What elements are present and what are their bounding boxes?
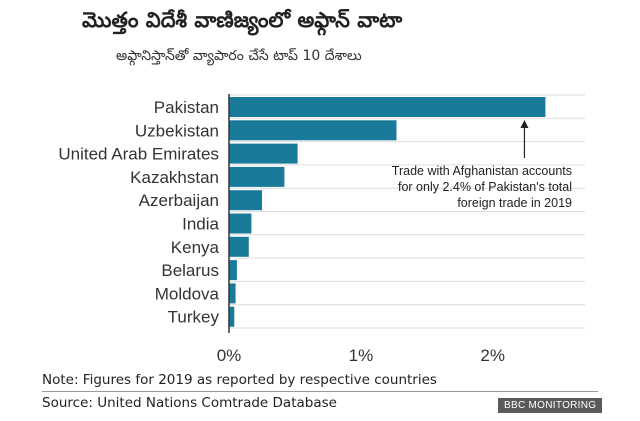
chart-subtitle: అఫ్గానిస్తాన్‌తో వ్యాపారం చేసే టాప్ 10 ద…: [116, 48, 362, 64]
bar-united-arab-emirates: [229, 143, 298, 164]
category-label: Moldova: [155, 284, 220, 303]
category-label: Turkey: [168, 308, 220, 327]
bar-kazakhstan: [229, 166, 285, 187]
bar-india: [229, 213, 252, 234]
chart-title: మొత్తం విదేశీ వాణిజ్యంలో అఫ్గాన్ వాటా: [82, 8, 403, 32]
bar-pakistan: [229, 97, 546, 117]
bbc-monitoring-badge: BBC MONITORING: [498, 398, 603, 413]
annotation-text-line: Trade with Afghanistan accounts: [392, 164, 572, 178]
divider: [42, 391, 598, 392]
bar-moldova: [229, 283, 236, 304]
category-label: India: [182, 215, 219, 234]
annotation-text-line: for only 2.4% of Pakistan's total: [398, 180, 572, 194]
source-line: Source: United Nations Comtrade Database: [42, 395, 337, 411]
x-tick-label: 2%: [480, 346, 505, 365]
x-tick-label: 1%: [349, 346, 374, 365]
annotation-arrow-head: [520, 120, 529, 128]
category-label: Pakistan: [154, 98, 219, 117]
category-label: Uzbekistan: [135, 121, 219, 140]
footnote: Note: Figures for 2019 as reported by re…: [42, 372, 437, 388]
category-label: United Arab Emirates: [58, 145, 219, 164]
x-tick-label: 0%: [217, 346, 242, 365]
bar-belarus: [229, 260, 237, 281]
bar-turkey: [229, 306, 235, 327]
bar-kenya: [229, 236, 249, 257]
annotation-text-line: foreign trade in 2019: [457, 196, 572, 210]
bar-azerbaijan: [229, 190, 262, 211]
category-label: Belarus: [161, 261, 219, 280]
category-label: Kazakhstan: [130, 168, 219, 187]
category-label: Azerbaijan: [139, 191, 219, 210]
bar-uzbekistan: [229, 120, 397, 141]
category-label: Kenya: [171, 238, 220, 257]
